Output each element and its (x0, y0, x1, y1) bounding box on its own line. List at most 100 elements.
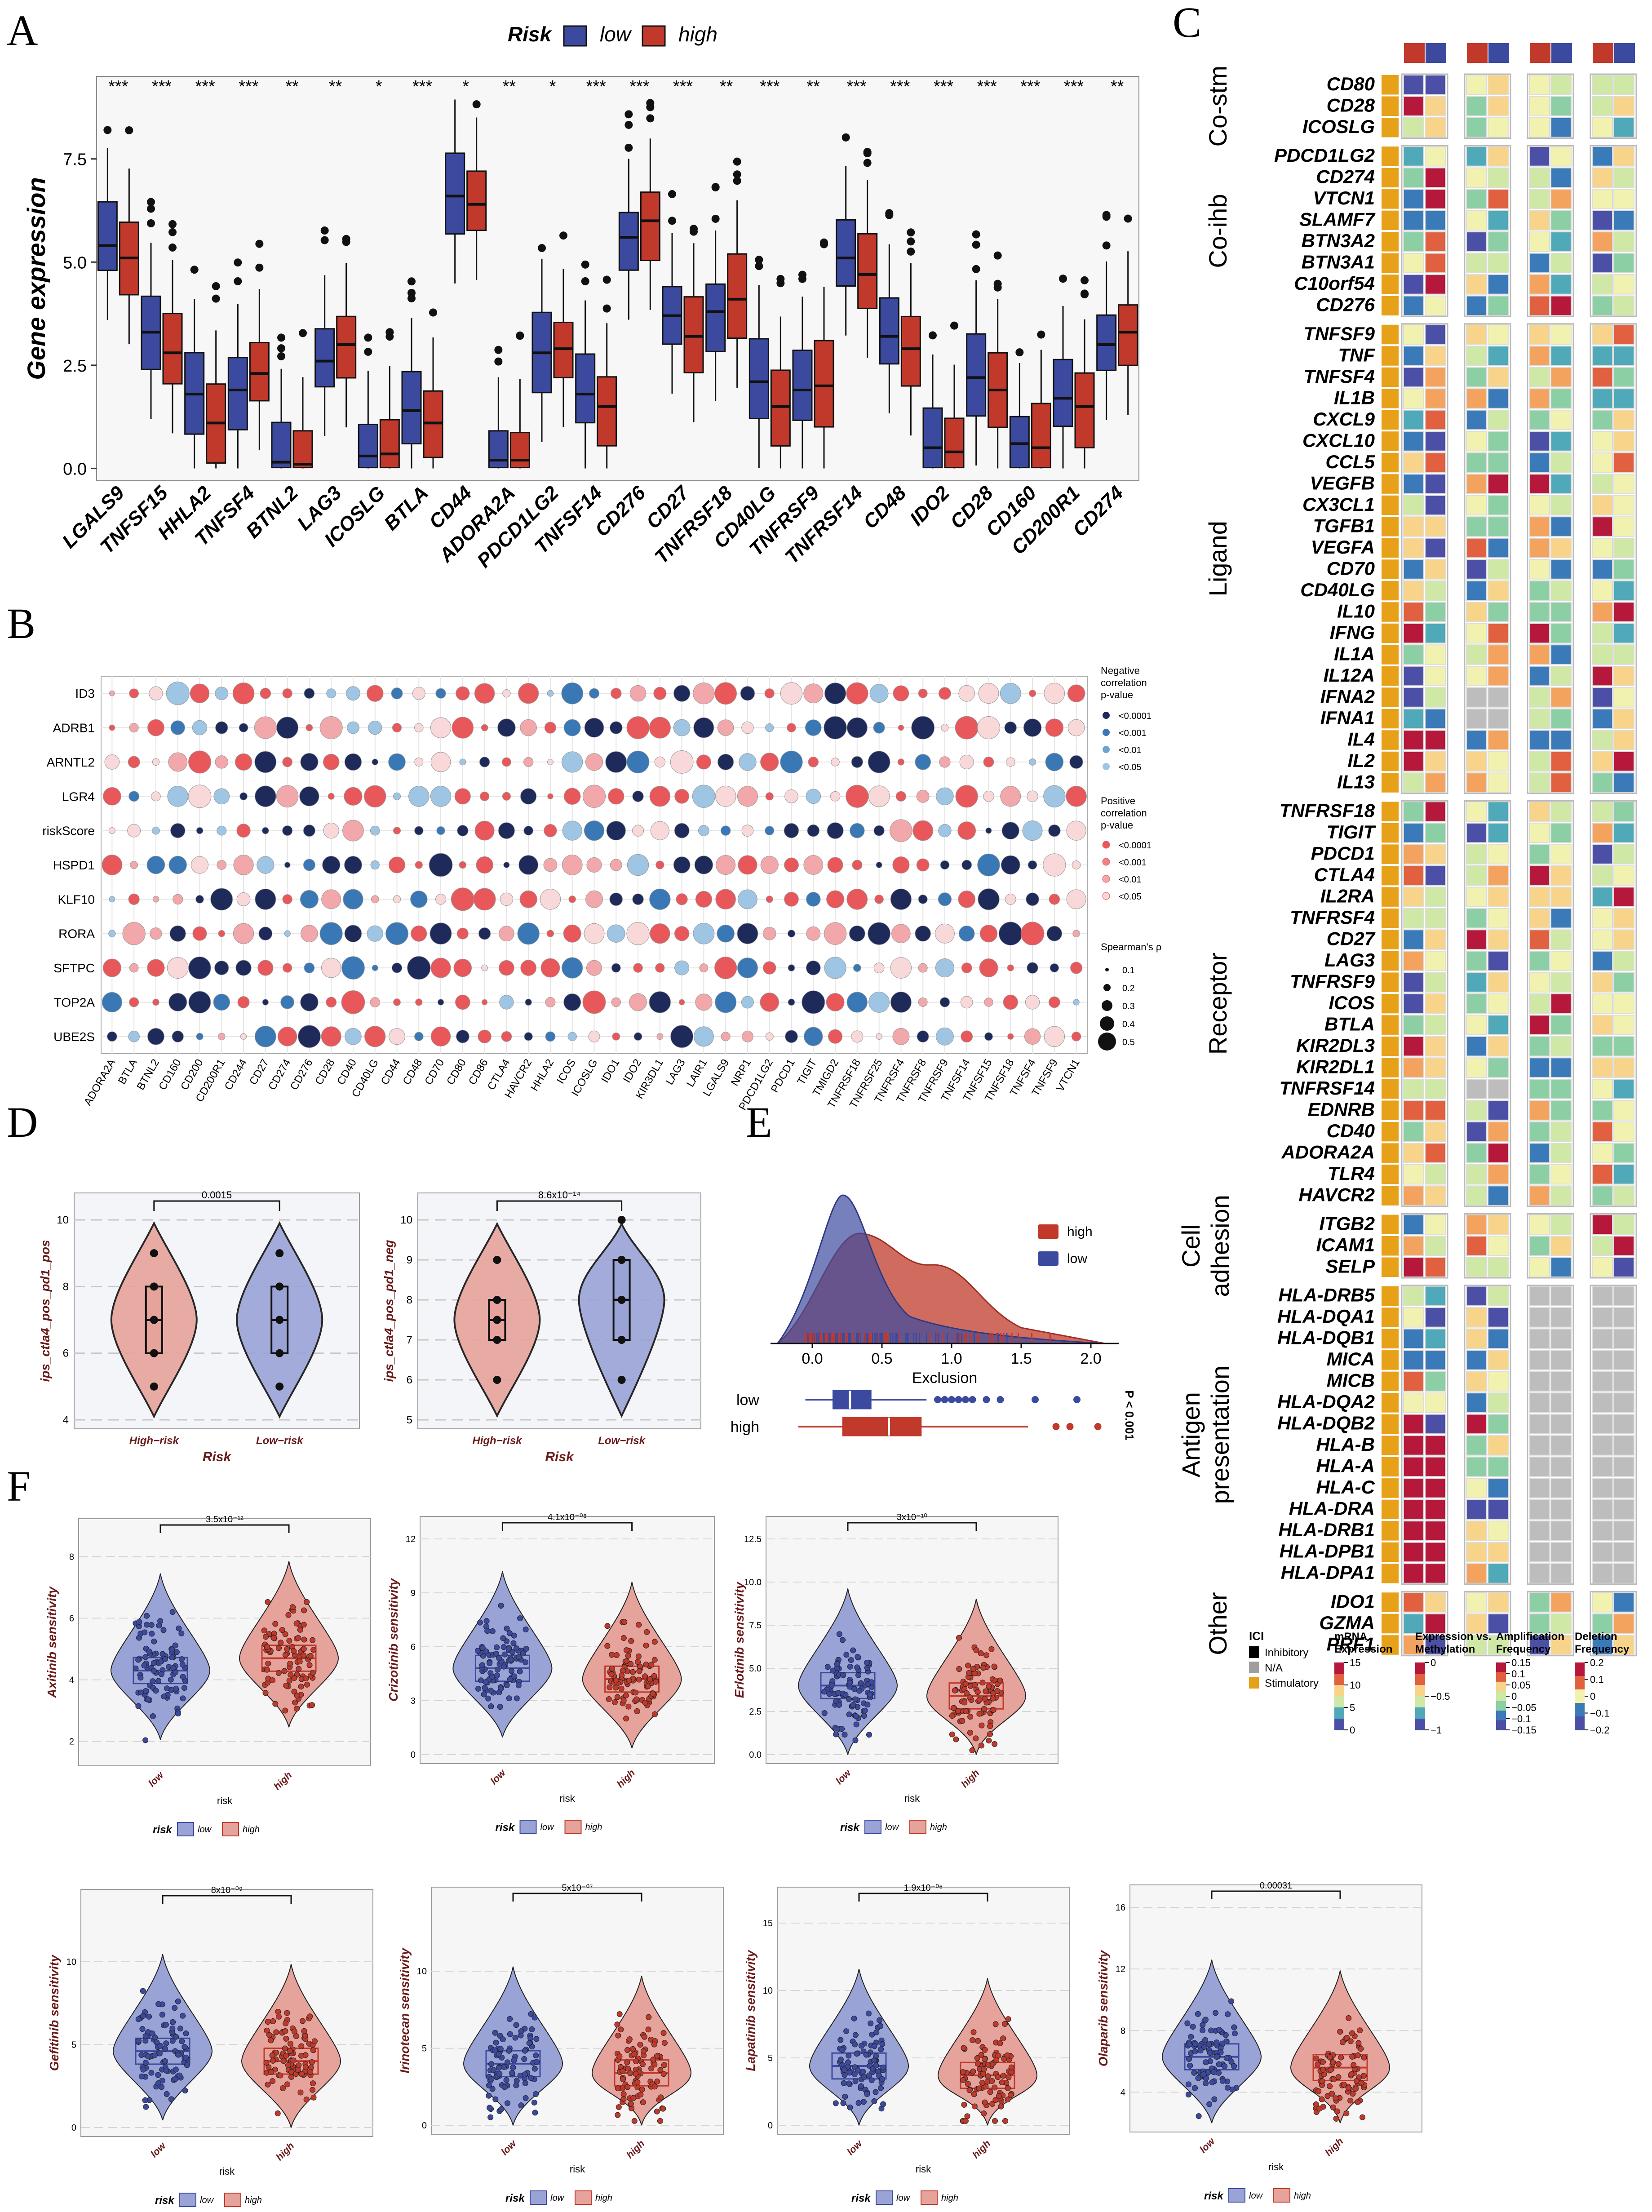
data-point (1208, 2027, 1214, 2034)
heatmap-cell (1613, 887, 1634, 907)
data-point (873, 2029, 880, 2035)
data-point (1190, 2024, 1196, 2030)
correlation-bubble (372, 965, 378, 971)
box-high (292, 430, 313, 469)
heatmap-cell (1403, 495, 1424, 516)
legend-title-pos: p-value (1101, 820, 1133, 831)
group-label: adhesion (1206, 1195, 1234, 1297)
heatmap-cell (1529, 1185, 1550, 1206)
legend-key-size (1102, 1000, 1112, 1011)
correlation-bubble (588, 1030, 600, 1042)
ici-type-cell (1382, 1058, 1399, 1077)
scale-bar-segment (1496, 1672, 1506, 1682)
group-frame (1527, 800, 1574, 1207)
data-point (294, 1706, 300, 1712)
correlation-bubble (215, 721, 228, 734)
heatmap-cell (1529, 324, 1550, 345)
data-point (627, 2070, 633, 2076)
correlation-bubble (407, 956, 431, 980)
data-point (1192, 2048, 1198, 2055)
data-point (298, 2052, 305, 2059)
correlation-bubble (765, 723, 774, 732)
data-point (852, 1696, 859, 1702)
data-point (641, 2034, 647, 2040)
data-point (970, 2068, 976, 2075)
y-tick-label: 12 (406, 1534, 416, 1544)
heatmap-cell (1425, 495, 1446, 516)
heatmap-cell (1425, 1078, 1446, 1099)
correlation-bubble (807, 824, 820, 837)
correlation-bubble (741, 721, 754, 734)
heatmap-cell (1550, 772, 1572, 793)
data-point (311, 2038, 318, 2044)
ici-type-cell (1382, 730, 1399, 750)
heatmap-cell (1425, 751, 1446, 772)
heatmap-cell (1613, 1542, 1634, 1563)
correlation-bubble (214, 960, 229, 975)
correlation-bubble (430, 752, 451, 772)
data-point (301, 1646, 307, 1652)
data-point (1313, 2101, 1319, 2107)
heatmap-cell (1425, 1143, 1446, 1163)
data-point (631, 2051, 638, 2057)
y-tick-label: 4 (63, 1414, 69, 1426)
data-point (653, 1679, 659, 1685)
data-point (532, 2110, 538, 2116)
outlier-point (955, 1396, 962, 1403)
correlation-bubble (765, 1032, 774, 1041)
gene-label: CX3CL1 (1302, 494, 1375, 515)
heatmap-cell (1466, 822, 1487, 843)
data-point (878, 2046, 884, 2052)
correlation-bubble (478, 1029, 492, 1043)
scale-tick-label: 15 (1350, 1657, 1360, 1668)
data-point (866, 2072, 873, 2079)
scale-bar-segment (1496, 1691, 1506, 1702)
data-point (623, 1692, 629, 1698)
y-tick-label: 0.0 (749, 1750, 762, 1760)
data-point (146, 1648, 152, 1654)
correlation-bubble (826, 993, 845, 1011)
legend-key-low (563, 25, 587, 47)
correlation-bubble (806, 892, 821, 907)
legend-label-low: low (600, 22, 632, 46)
significance-mark: *** (760, 77, 780, 96)
correlation-bubble (788, 964, 795, 971)
heatmap-cell (1466, 1435, 1487, 1456)
heatmap-cell (1425, 708, 1446, 729)
correlation-bubble (608, 788, 624, 805)
y-tick-label: 0 (71, 2123, 76, 2133)
legend-key-high (1273, 2188, 1290, 2203)
data-point (172, 2005, 178, 2011)
data-point (145, 1696, 151, 1702)
heatmap-cell (1425, 950, 1446, 971)
heatmap-cell (1613, 388, 1634, 409)
correlation-bubble (1049, 894, 1060, 905)
data-point (518, 2028, 524, 2035)
heatmap-cell (1403, 1100, 1424, 1121)
data-point (651, 1639, 658, 1645)
correlation-bubble (408, 786, 430, 807)
data-point (1330, 2104, 1336, 2110)
ici-legend-key (1249, 1662, 1259, 1673)
heatmap-cell (1550, 1015, 1572, 1035)
outlier-point (842, 133, 850, 142)
correlation-bubble (103, 787, 121, 806)
data-point (645, 2026, 651, 2033)
outlier-point (733, 157, 741, 166)
heatmap-cell (1529, 1328, 1550, 1349)
legend-label-low: low (1067, 1251, 1087, 1266)
heatmap-cell (1403, 887, 1424, 907)
correlation-bubble (787, 723, 796, 732)
data-point (504, 1625, 510, 1631)
data-point (287, 1660, 293, 1667)
correlation-bubble (342, 820, 364, 842)
correlation-bubble (545, 1031, 556, 1042)
correlation-bubble (890, 957, 912, 979)
heatmap-cell (1592, 1286, 1613, 1307)
data-point (604, 1623, 611, 1629)
data-point (960, 2069, 966, 2075)
data-point (162, 2058, 168, 2064)
group-frame (1401, 145, 1448, 317)
data-point (478, 1677, 484, 1684)
heatmap-cell (1403, 1542, 1424, 1563)
